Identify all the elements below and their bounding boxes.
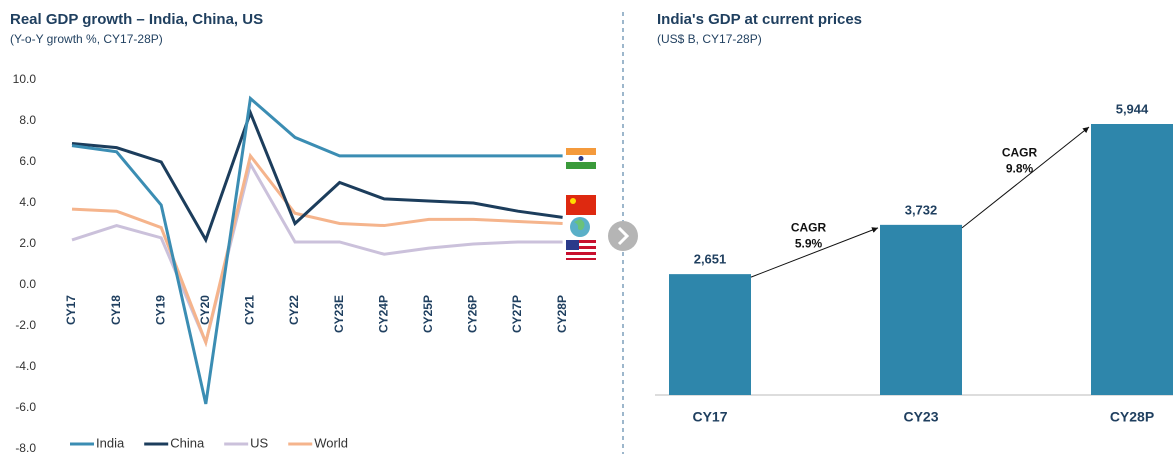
x-tick-label: CY25P [421, 295, 435, 333]
flag-china [566, 195, 596, 215]
flag-us [566, 240, 596, 260]
y-tick-label: -8.0 [15, 441, 36, 454]
x-tick-label: CY22 [287, 295, 301, 325]
cagr-arrow [961, 126, 1090, 229]
x-tick-label: CY24P [376, 295, 390, 333]
x-tick-label: CY21 [243, 295, 257, 325]
y-tick-label: 8.0 [19, 113, 36, 127]
annotation: CAGR [791, 221, 827, 235]
chart-title: India's GDP at current prices [657, 11, 862, 28]
y-tick-label: 0.0 [19, 277, 36, 291]
x-tick-label: CY19 [153, 295, 167, 325]
series-line [71, 160, 563, 348]
legend-label: World [314, 435, 348, 450]
legend-label: China [170, 435, 205, 450]
x-tick-label: CY27P [510, 295, 524, 333]
x-tick-label: CY28P [555, 295, 569, 333]
x-tick-label: CY26P [466, 295, 480, 333]
bar [669, 274, 751, 395]
y-tick-label: 4.0 [19, 195, 36, 209]
x-tick-label: CY23E [332, 295, 346, 333]
value-label: 2,651 [694, 252, 727, 267]
x-tick-label: CY17 [692, 409, 727, 425]
chart-subtitle: (US$ B, CY17-28P) [657, 32, 762, 46]
cagr-arrow [750, 227, 879, 278]
y-tick-label: 10.0 [13, 72, 37, 86]
annotation: CAGR [1002, 146, 1038, 160]
x-tick-label: CY20 [198, 295, 212, 325]
value-label: 5,944 [1116, 101, 1149, 116]
y-tick-label: -6.0 [15, 400, 36, 414]
y-tick-label: 2.0 [19, 236, 36, 250]
y-tick-label: -4.0 [15, 359, 36, 373]
series-line [71, 95, 563, 405]
y-tick-label: 6.0 [19, 154, 36, 168]
value-label: 3,732 [905, 202, 938, 217]
flag-india [566, 148, 596, 169]
bar [880, 224, 962, 395]
chart-subtitle: (Y-o-Y growth %, CY17-28P) [10, 32, 163, 46]
x-tick-label: CY23 [903, 409, 938, 425]
legend-label: India [96, 435, 125, 450]
bar [1091, 124, 1173, 395]
globe-icon [570, 217, 590, 237]
chart-title: Real GDP growth – India, China, US [10, 11, 263, 28]
x-tick-label: CY28P [1110, 409, 1154, 425]
next-button[interactable] [608, 221, 638, 251]
legend-label: US [250, 435, 268, 450]
series-line [71, 152, 563, 348]
x-tick-label: CY17 [64, 295, 78, 325]
annotation: 9.8% [1006, 162, 1034, 176]
y-tick-label: -2.0 [15, 318, 36, 332]
x-tick-label: CY18 [109, 295, 123, 325]
series-line [71, 108, 563, 244]
annotation: 5.9% [795, 237, 823, 251]
